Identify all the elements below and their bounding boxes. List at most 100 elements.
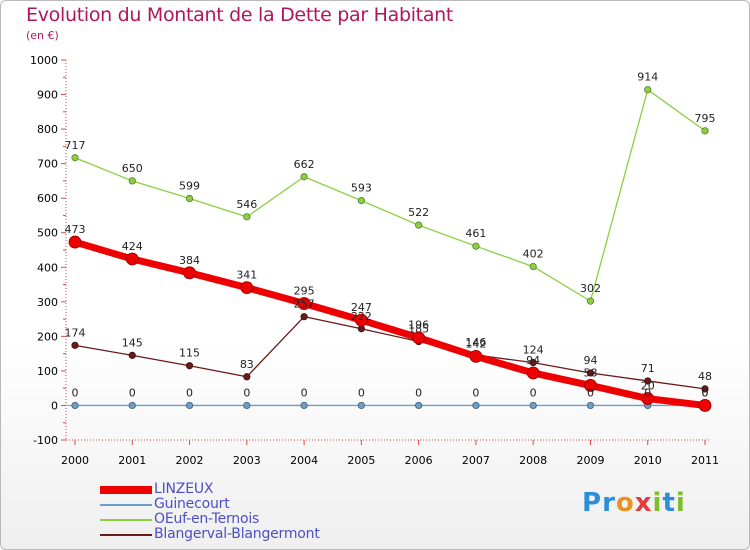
y-tick-label: 200: [37, 330, 58, 343]
data-label-linzeux: 424: [122, 240, 143, 253]
y-tick-label: 800: [37, 123, 58, 136]
data-label-oeuf-en-ternois: 914: [637, 71, 658, 84]
data-label-blangerval-blangermont: 257: [294, 298, 315, 311]
logo-letter: t: [662, 488, 676, 518]
data-label-linzeux: 295: [294, 285, 315, 298]
y-tick-label: 0: [51, 399, 58, 412]
series-line-oeuf-en-ternois: [74, 89, 706, 302]
data-label-oeuf-en-ternois: 599: [179, 180, 200, 193]
data-label-oeuf-en-ternois: 593: [351, 182, 372, 195]
data-label-oeuf-en-ternois: 717: [65, 139, 86, 152]
proxiti-logo: Proxiti: [582, 488, 686, 518]
data-label-blangerval-blangermont: 94: [583, 354, 597, 367]
legend-swatch: [100, 519, 152, 521]
data-point-linzeux: [584, 379, 597, 392]
data-point-blangerval-blangermont: [128, 351, 136, 359]
data-label-guinecourt: 0: [129, 386, 136, 399]
data-label-blangerval-blangermont: 83: [240, 358, 254, 371]
data-label-guinecourt: 0: [530, 386, 537, 399]
data-point-guinecourt: [243, 401, 251, 410]
data-point-linzeux: [183, 266, 196, 280]
series-line-blangerval-blangermont: [74, 316, 706, 390]
data-point-linzeux: [297, 297, 311, 310]
data-label-guinecourt: 0: [72, 386, 79, 399]
data-label-oeuf-en-ternois: 461: [465, 227, 486, 240]
data-label-blangerval-blangermont: 222: [351, 310, 372, 323]
x-tick-label: 2011: [691, 454, 719, 467]
data-point-blangerval-blangermont: [185, 362, 194, 370]
data-point-blangerval-blangermont: [529, 359, 537, 367]
data-point-oeuf-en-ternois: [586, 297, 595, 305]
logo-letter: o: [615, 488, 635, 518]
logo-letter: P: [582, 488, 603, 518]
data-point-linzeux: [354, 313, 368, 327]
chart-data-labels: 1741451158325722218514612494714871765059…: [65, 71, 716, 400]
data-point-oeuf-en-ternois: [185, 194, 194, 203]
data-label-guinecourt: 0: [415, 386, 422, 399]
data-label-oeuf-en-ternois: 522: [408, 206, 429, 219]
x-tick-label: 2000: [61, 454, 89, 467]
x-tick-label: 2010: [634, 454, 662, 467]
series-line-linzeux: [71, 238, 709, 409]
data-point-linzeux: [68, 235, 82, 249]
data-point-blangerval-blangermont: [586, 369, 595, 377]
data-label-oeuf-en-ternois: 650: [122, 162, 143, 175]
x-tick-label: 2008: [519, 454, 547, 467]
data-point-oeuf-en-ternois: [701, 127, 709, 135]
x-tick-label: 2009: [576, 454, 604, 467]
data-point-guinecourt: [357, 401, 365, 410]
data-label-linzeux: 142: [465, 337, 486, 350]
data-point-linzeux: [125, 252, 139, 266]
data-point-linzeux: [526, 366, 540, 380]
data-point-oeuf-en-ternois: [300, 173, 308, 181]
legend-label: Guinecourt: [154, 496, 230, 512]
data-point-oeuf-en-ternois: [243, 213, 251, 221]
legend-label: Blangerval-Blangermont: [154, 526, 320, 542]
data-label-oeuf-en-ternois: 546: [236, 198, 257, 211]
data-label-linzeux: 384: [179, 254, 200, 267]
data-label-oeuf-en-ternois: 302: [580, 282, 601, 295]
data-point-guinecourt: [586, 401, 595, 410]
legend-swatch: [100, 504, 152, 506]
y-tick-label: 100: [37, 365, 58, 378]
data-point-linzeux: [469, 349, 483, 363]
series-guinecourt: [71, 401, 709, 410]
data-point-blangerval-blangermont: [300, 313, 308, 321]
data-point-oeuf-en-ternois: [128, 177, 136, 185]
logo-letter: i: [675, 488, 686, 518]
data-point-oeuf-en-ternois: [472, 242, 480, 250]
x-tick-label: 2002: [176, 454, 204, 467]
data-point-guinecourt: [300, 401, 308, 410]
data-label-guinecourt: 0: [243, 386, 250, 399]
data-point-guinecourt: [71, 401, 79, 410]
data-point-oeuf-en-ternois: [357, 197, 365, 205]
data-point-linzeux: [641, 392, 655, 405]
logo-letter: r: [602, 488, 616, 518]
data-label-linzeux: 341: [236, 269, 257, 282]
data-point-guinecourt: [128, 401, 136, 410]
y-tick-label: 1000: [30, 54, 58, 67]
data-label-blangerval-blangermont: 145: [122, 336, 143, 349]
data-point-guinecourt: [529, 401, 537, 410]
y-tick-label: 900: [37, 89, 58, 102]
data-point-guinecourt: [415, 401, 423, 410]
data-label-linzeux: 0: [702, 386, 709, 399]
data-label-linzeux: 196: [408, 319, 429, 332]
data-label-blangerval-blangermont: 146: [465, 336, 486, 349]
data-label-guinecourt: 0: [587, 386, 594, 399]
data-label-guinecourt: 0: [472, 386, 479, 399]
series-blangerval-blangermont: [71, 313, 709, 393]
x-tick-label: 2004: [290, 454, 318, 467]
data-label-blangerval-blangermont: 174: [65, 326, 86, 339]
data-point-linzeux: [698, 399, 712, 412]
data-point-blangerval-blangermont: [644, 377, 652, 385]
data-label-blangerval-blangermont: 124: [523, 344, 544, 357]
logo-letter: x: [634, 488, 653, 518]
data-point-linzeux: [412, 331, 426, 345]
logo-letter: i: [652, 488, 663, 518]
chart-title: Evolution du Montant de la Dette par Hab…: [26, 4, 454, 26]
data-point-linzeux: [240, 281, 254, 295]
data-point-oeuf-en-ternois: [71, 154, 79, 162]
